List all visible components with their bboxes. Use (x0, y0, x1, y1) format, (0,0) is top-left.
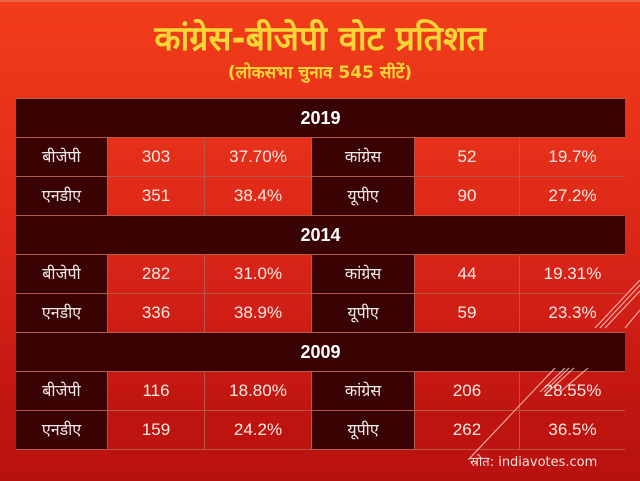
party-a-vote: 37.70% (204, 138, 311, 176)
table-row: एनडीए 159 24.2% यूपीए 262 36.5% (16, 410, 625, 449)
party-a-label: बीजेपी (16, 372, 107, 410)
table-row: बीजेपी 116 18.80% कांग्रेस 206 28.55% (16, 371, 625, 410)
party-b-vote: 23.3% (519, 294, 625, 332)
table-row: बीजेपी 282 31.0% कांग्रेस 44 19.31% (16, 254, 625, 293)
party-a-label: एनडीए (16, 294, 107, 332)
table-row: बीजेपी 303 37.70% कांग्रेस 52 19.7% (16, 137, 625, 176)
party-b-label: यूपीए (311, 294, 415, 332)
year-header-2009: 2009 (16, 332, 625, 371)
party-b-vote: 28.55% (519, 372, 625, 410)
party-b-seats: 262 (452, 420, 482, 439)
party-a-label: बीजेपी (16, 138, 107, 176)
party-a-seats: 351 (107, 177, 204, 215)
party-a-vote: 31.0% (204, 255, 311, 293)
party-a-vote: 18.80% (204, 372, 311, 410)
party-a-seats: 303 (107, 138, 204, 176)
party-b-seats: 59 (457, 303, 477, 322)
party-a-label: बीजेपी (16, 255, 107, 293)
party-b-vote: 27.2% (519, 177, 625, 215)
party-a-vote: 24.2% (204, 411, 311, 449)
source-credit: स्रोत: indiavotes.com (470, 455, 598, 470)
party-a-seats: 159 (107, 411, 204, 449)
page-subtitle: (लोकसभा चुनाव 545 सीटें) (227, 63, 413, 83)
top-border (0, 0, 640, 2)
party-b-vote: 36.5% (519, 411, 625, 449)
party-a-vote: 38.4% (204, 177, 311, 215)
party-a-seats: 282 (107, 255, 204, 293)
party-b-label: कांग्रेस (311, 138, 415, 176)
table-bottom-border (16, 449, 625, 450)
party-b-vote: 19.7% (519, 138, 625, 176)
party-b-label: कांग्रेस (311, 255, 415, 293)
table-row: एनडीए 336 38.9% यूपीए 59 23.3% (16, 293, 625, 332)
party-b-vote: 19.31% (519, 255, 625, 293)
year-header-2019: 2019 (16, 98, 625, 137)
party-a-label: एनडीए (16, 177, 107, 215)
party-b-label: यूपीए (311, 177, 415, 215)
party-b-label: यूपीए (311, 411, 415, 449)
party-b-seats: 52 (457, 147, 477, 166)
party-a-label: एनडीए (16, 411, 107, 449)
table-row: एनडीए 351 38.4% यूपीए 90 27.2% (16, 176, 625, 215)
party-a-seats: 116 (107, 372, 204, 410)
party-b-seats: 206 (452, 381, 482, 400)
party-a-seats: 336 (107, 294, 204, 332)
year-header-2014: 2014 (16, 215, 625, 254)
party-b-seats: 90 (457, 186, 477, 205)
party-b-seats: 44 (457, 264, 477, 283)
party-a-vote: 38.9% (204, 294, 311, 332)
party-b-label: कांग्रेस (311, 372, 415, 410)
vote-share-table: 2019 बीजेपी 303 37.70% कांग्रेस 52 19.7%… (16, 98, 625, 450)
page-title: कांग्रेस-बीजेपी वोट प्रतिशत (154, 19, 486, 59)
